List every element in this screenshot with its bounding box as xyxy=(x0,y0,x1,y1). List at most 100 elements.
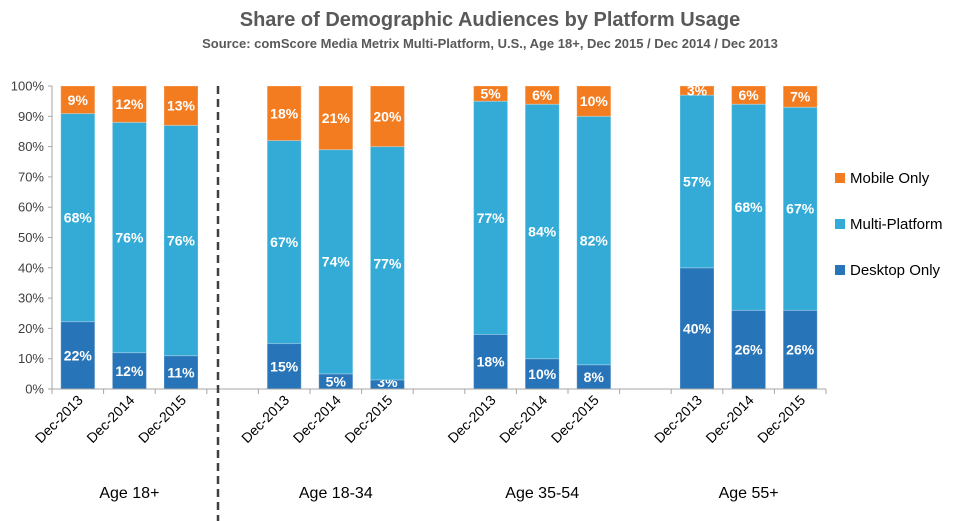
data-label: 67% xyxy=(786,201,815,217)
data-label: 26% xyxy=(786,342,815,358)
bar-segment-mobile-only xyxy=(731,85,767,105)
legend-label: Multi-Platform xyxy=(850,216,943,233)
bar-segment-multi-platform xyxy=(163,124,199,357)
bar-segment-mobile-only xyxy=(473,85,509,102)
y-axis: 0% 10% 20% 30% 40% 50% 60% 70% 80% 90% 100% xyxy=(11,79,53,397)
y-tick-label: 30% xyxy=(18,291,44,306)
data-label: 82% xyxy=(580,233,609,249)
y-tick-label: 90% xyxy=(18,109,44,124)
data-label: 74% xyxy=(322,254,351,270)
x-tick-label: Dec-2014 xyxy=(702,392,756,446)
x-tick-label: Dec-2015 xyxy=(754,392,808,446)
data-label: 77% xyxy=(477,210,506,226)
legend-label: Desktop Only xyxy=(850,262,941,279)
y-tick-label: 0% xyxy=(25,382,44,397)
bar-segment-multi-platform xyxy=(524,103,560,360)
data-label: 40% xyxy=(683,320,712,336)
bar-segment-mobile-only xyxy=(524,85,560,105)
data-label: 18% xyxy=(477,354,506,370)
data-label: 11% xyxy=(167,364,195,380)
data-label: 21% xyxy=(322,110,351,126)
bar-segment-multi-platform xyxy=(266,140,302,345)
data-label: 6% xyxy=(532,87,553,103)
bar-segment-desktop-only xyxy=(60,321,96,390)
y-tick-label: 70% xyxy=(18,169,44,184)
bar-segment-mobile-only xyxy=(60,85,96,115)
legend-swatch xyxy=(835,265,845,275)
legend-swatch xyxy=(835,219,845,229)
bar-segment-multi-platform xyxy=(111,121,147,354)
legend-swatch xyxy=(835,173,845,183)
data-label: 7% xyxy=(790,89,811,105)
x-tick-label: Dec-2015 xyxy=(341,392,395,446)
data-label: 12% xyxy=(115,96,144,112)
bar-segment-multi-platform xyxy=(473,100,509,335)
y-tick-label: 40% xyxy=(18,260,44,275)
data-label: 76% xyxy=(167,233,196,249)
data-label: 5% xyxy=(326,373,347,389)
group-label: Age 55+ xyxy=(719,485,779,502)
data-label: 6% xyxy=(738,87,759,103)
group-label: Age 18-34 xyxy=(299,485,373,502)
y-tick-label: 80% xyxy=(18,139,44,154)
y-tick-label: 20% xyxy=(18,321,44,336)
x-tick-label: Dec-2014 xyxy=(496,392,550,446)
bar-segment-multi-platform xyxy=(679,94,715,269)
data-label: 8% xyxy=(584,369,605,385)
group-label: Age 18+ xyxy=(99,485,159,502)
bar-segment-multi-platform xyxy=(318,149,354,375)
data-label: 10% xyxy=(580,93,609,109)
y-tick-label: 60% xyxy=(18,200,44,215)
data-label: 13% xyxy=(167,98,196,114)
data-label: 76% xyxy=(115,230,144,246)
data-label: 5% xyxy=(480,86,501,102)
bar-segment-multi-platform xyxy=(369,146,405,381)
data-label: 20% xyxy=(373,108,402,124)
data-label: 9% xyxy=(68,92,89,108)
y-tick-label: 10% xyxy=(18,351,44,366)
bar-segment-mobile-only xyxy=(576,85,612,117)
data-label: 12% xyxy=(115,363,144,379)
chart-subtitle: Source: comScore Media Metrix Multi-Plat… xyxy=(202,36,778,51)
data-label: 3% xyxy=(687,83,708,99)
data-label: 68% xyxy=(64,210,93,226)
legend: Mobile Only Multi-Platform Desktop Only xyxy=(835,170,943,279)
x-tick-label: Dec-2015 xyxy=(548,392,602,446)
data-label: 26% xyxy=(735,342,764,358)
x-tick-label: Dec-2015 xyxy=(135,392,189,446)
bar-segment-mobile-only xyxy=(369,85,405,148)
data-label: 15% xyxy=(270,358,299,374)
bar-segment-multi-platform xyxy=(782,106,818,311)
x-tick-label: Dec-2013 xyxy=(444,392,498,446)
y-tick-label: 50% xyxy=(18,230,44,245)
bar-segment-mobile-only xyxy=(679,85,715,96)
bar-segment-desktop-only xyxy=(782,309,818,390)
bar-segment-mobile-only xyxy=(782,85,818,108)
bar-segment-desktop-only xyxy=(266,343,302,390)
bar-segment-mobile-only xyxy=(111,85,147,123)
bar-segment-mobile-only xyxy=(318,85,354,151)
bars: 22% 68% 9% 12% 76% 12% 11% 76% 13% 15% 67% 18% 5% 74%… xyxy=(60,83,818,390)
bar-segment-mobile-only xyxy=(266,85,302,142)
bar-segment-mobile-only xyxy=(163,85,199,126)
x-tick-label: Dec-2013 xyxy=(651,392,705,446)
data-label: 10% xyxy=(528,366,557,382)
legend-label: Mobile Only xyxy=(850,170,930,187)
group-label: Age 35-54 xyxy=(505,485,579,502)
data-label: 18% xyxy=(270,105,299,121)
data-label: 57% xyxy=(683,173,712,189)
bar-segment-desktop-only xyxy=(163,355,199,390)
data-label: 67% xyxy=(270,234,299,250)
data-label: 68% xyxy=(735,199,764,215)
chart-title: Share of Demographic Audiences by Platfo… xyxy=(240,9,741,31)
y-tick-label: 100% xyxy=(11,79,45,94)
x-tick-label: Dec-2014 xyxy=(290,392,344,446)
data-label: 84% xyxy=(528,223,557,239)
x-tick-label: Dec-2014 xyxy=(83,392,137,446)
data-label: 22% xyxy=(64,347,93,363)
bar-segment-desktop-only xyxy=(679,267,715,390)
x-tick-label: Dec-2013 xyxy=(238,392,292,446)
